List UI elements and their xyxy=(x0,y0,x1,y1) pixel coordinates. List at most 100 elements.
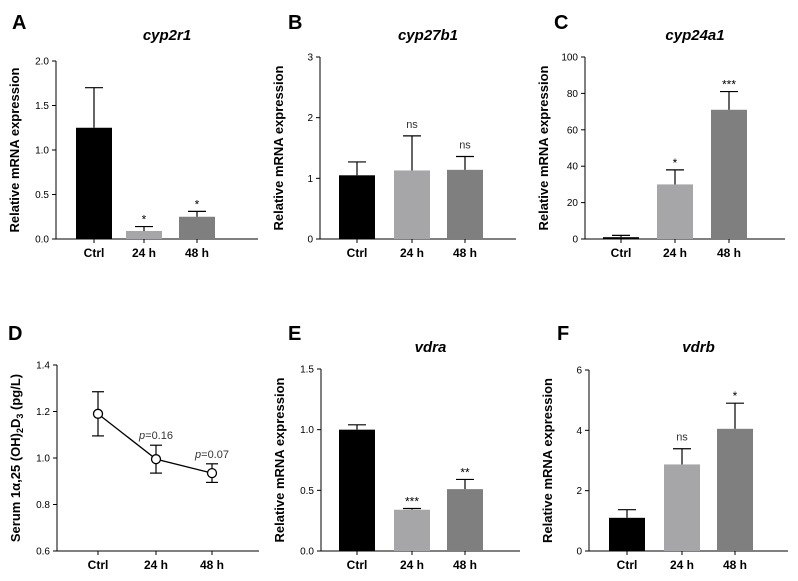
x-tick-label: Ctrl xyxy=(84,246,105,260)
x-tick-label: 48 h xyxy=(453,558,477,572)
y-tick-label: 1.0 xyxy=(35,146,49,157)
p-value-annotation: p=0.16 xyxy=(138,430,173,442)
y-tick-label: 4 xyxy=(576,426,582,437)
bar xyxy=(394,509,430,551)
x-tick-label: 48 h xyxy=(723,558,747,572)
significance-label: ns xyxy=(459,139,471,151)
y-axis-label: Relative mRNA expression xyxy=(536,65,551,230)
data-point xyxy=(92,408,104,419)
x-tick-label: 48 h xyxy=(453,246,477,260)
y-tick-label: 2 xyxy=(576,486,582,497)
p-value: =0.07 xyxy=(201,449,229,461)
bar xyxy=(339,175,375,239)
x-tick-label: Ctrl xyxy=(617,558,638,572)
significance-label: ** xyxy=(460,465,470,479)
y-axis-label: Relative mRNA expression xyxy=(7,67,22,232)
x-tick-label: 48 h xyxy=(185,246,209,260)
chart-title: vdra xyxy=(415,339,447,356)
significance-label: * xyxy=(142,213,147,227)
bar xyxy=(76,127,112,239)
y-tick-label: 80 xyxy=(567,89,579,100)
x-tick-label: 24 h xyxy=(132,246,156,260)
panel-letter: A xyxy=(12,12,26,34)
bar xyxy=(664,464,700,551)
x-tick-label: 24 h xyxy=(400,246,424,260)
significance-label: * xyxy=(195,197,200,211)
bar xyxy=(717,428,753,551)
y-tick-label: 0 xyxy=(572,235,578,246)
significance-label: ns xyxy=(406,119,418,131)
y-tick-label: 1.2 xyxy=(36,407,50,418)
bar xyxy=(609,517,645,551)
x-tick-label: Ctrl xyxy=(347,246,368,260)
significance-label: * xyxy=(673,156,678,170)
y-tick-label: 0.5 xyxy=(300,486,314,497)
x-tick-label: 24 h xyxy=(670,558,694,572)
panel-letter: E xyxy=(288,323,301,345)
y-tick-label: 1.0 xyxy=(36,454,50,465)
panel-letter: C xyxy=(554,12,568,34)
x-tick-label: Ctrl xyxy=(611,246,632,260)
y-tick-label: 60 xyxy=(567,125,579,136)
chart-title: vdrb xyxy=(682,339,715,356)
y-tick-label: 20 xyxy=(567,198,579,209)
y-tick-label: 1.0 xyxy=(300,425,314,436)
bar xyxy=(179,216,215,239)
x-tick-label: 24 h xyxy=(400,558,424,572)
significance-label: *** xyxy=(405,495,419,509)
bar xyxy=(447,489,483,551)
y-tick-label: 0.0 xyxy=(300,547,314,558)
y-tick-label: 3 xyxy=(307,53,313,64)
y-axis-label: Relative mRNA expression xyxy=(271,65,286,230)
y-axis-label: Relative mRNA expression xyxy=(540,378,555,543)
panel-letter: B xyxy=(288,12,302,34)
significance-label: * xyxy=(733,389,738,403)
chart-title: cyp24a1 xyxy=(665,27,724,44)
y-tick-label: 100 xyxy=(561,53,578,64)
label-part: Serum 1α,25 (OH) xyxy=(8,433,23,542)
significance-label: ns xyxy=(676,432,688,444)
p-symbol: p xyxy=(194,449,201,461)
data-point xyxy=(206,467,218,479)
chart-title: cyp2r1 xyxy=(143,27,191,44)
x-tick-label: 24 h xyxy=(144,558,168,572)
y-axis-label: Serum 1α,25 (OH)2D3 (pg/L) xyxy=(8,374,25,542)
y-tick-label: 2 xyxy=(307,113,313,124)
p-value: =0.16 xyxy=(145,430,173,442)
bar xyxy=(603,237,639,239)
label-part: (pg/L) xyxy=(8,374,23,414)
y-tick-label: 2.0 xyxy=(35,57,49,68)
x-tick-label: 48 h xyxy=(717,246,741,260)
y-tick-label: 6 xyxy=(576,366,582,377)
series-line xyxy=(97,413,213,474)
y-tick-label: 1.4 xyxy=(36,361,50,372)
panel-letter: F xyxy=(557,323,569,345)
subscript: 2 xyxy=(15,428,25,433)
y-tick-label: 0.8 xyxy=(36,500,50,511)
subscript: 3 xyxy=(15,414,25,419)
x-tick-label: 48 h xyxy=(200,558,224,572)
y-tick-label: 1 xyxy=(307,174,313,185)
chart-title: cyp27b1 xyxy=(398,27,458,44)
y-tick-label: 0.6 xyxy=(36,547,50,558)
bar xyxy=(394,170,430,239)
y-axis-label: Relative mRNA expression xyxy=(272,377,287,542)
y-tick-label: 1.5 xyxy=(300,365,314,376)
y-tick-label: 0.5 xyxy=(35,190,49,201)
label-part: D xyxy=(8,419,23,428)
y-tick-label: 40 xyxy=(567,162,579,173)
p-value-annotation: p=0.07 xyxy=(194,449,229,461)
bar xyxy=(711,109,747,239)
data-point xyxy=(150,454,162,465)
panel-letter: D xyxy=(8,323,22,345)
y-tick-label: 0.0 xyxy=(35,235,49,246)
bar xyxy=(447,169,483,239)
bar xyxy=(339,429,375,551)
